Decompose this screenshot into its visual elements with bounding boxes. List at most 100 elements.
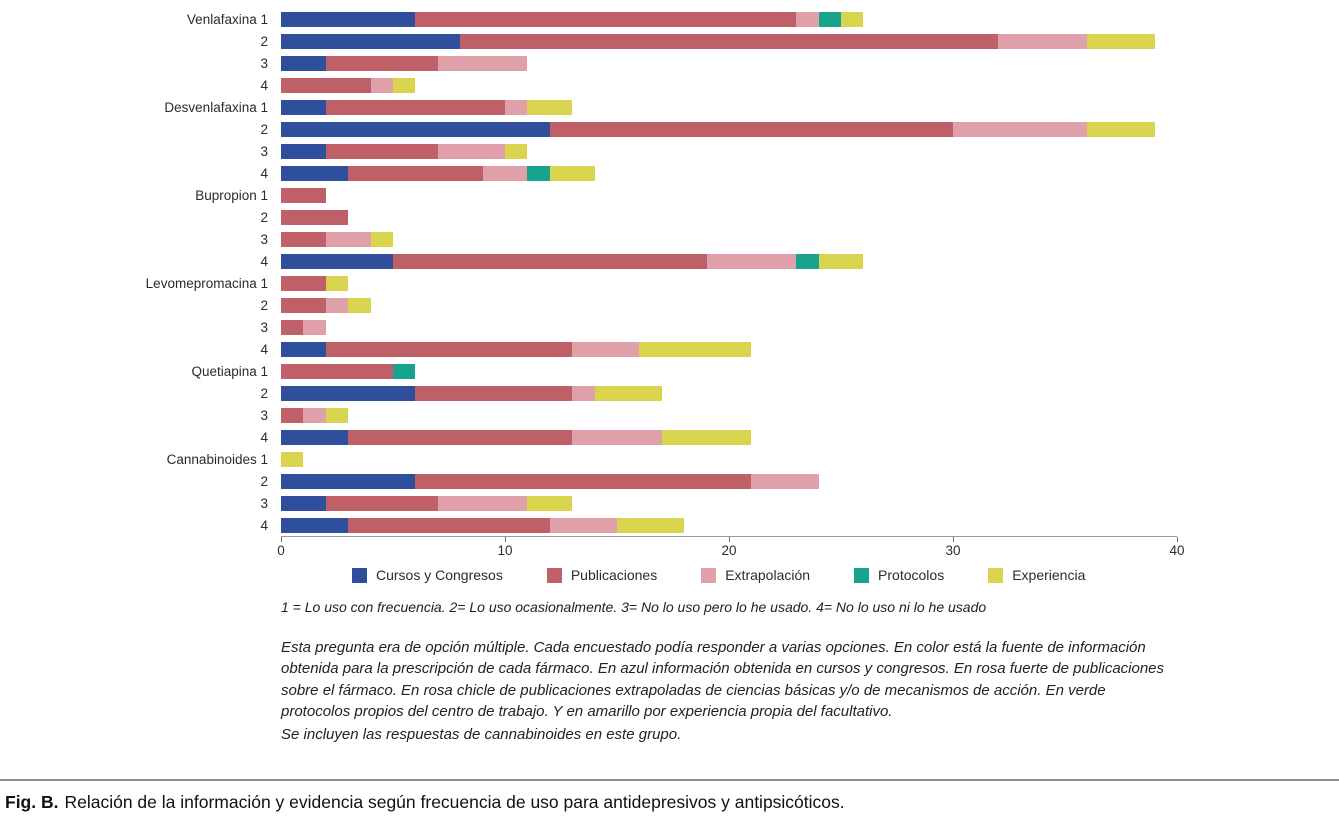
bar-track (281, 77, 1177, 93)
bar-segment (661, 429, 752, 445)
bar-track (281, 297, 1177, 313)
bar-track (281, 165, 1177, 181)
axis-tick-label: 30 (945, 543, 961, 558)
bar-segment (572, 341, 640, 357)
bar-segment (549, 121, 953, 137)
bar-segment (437, 495, 528, 511)
caption-divider (0, 779, 1339, 781)
bar-row: Venlafaxina 1 (0, 8, 1339, 30)
legend-label: Protocolos (878, 567, 945, 583)
bar-segment (818, 11, 841, 27)
bar-segment (281, 165, 349, 181)
bar-row: Cannabinoides 1 (0, 448, 1339, 470)
row-label: 4 (260, 341, 268, 357)
legend-swatch (988, 567, 1004, 583)
bar-segment (281, 77, 371, 93)
bar-segment (281, 297, 326, 313)
bar-track (281, 495, 1177, 511)
bar-track (281, 341, 1177, 357)
bar-segment (437, 143, 505, 159)
row-label: 4 (260, 253, 268, 269)
row-label: 2 (260, 297, 268, 313)
bar-segment (281, 341, 326, 357)
legend-label: Publicaciones (570, 567, 658, 583)
bar-row: 4 (0, 250, 1339, 272)
methods-note-main: Esta pregunta era de opción múltiple. Ca… (281, 639, 1165, 720)
bar-track (281, 319, 1177, 335)
bar-segment (348, 297, 371, 313)
bar-segment (796, 11, 819, 27)
bar-row: 3 (0, 316, 1339, 338)
bar-segment (460, 33, 998, 49)
legend-swatch (701, 567, 717, 583)
legend-item: Protocolos (854, 567, 944, 583)
bar-track (281, 143, 1177, 159)
figure-caption: Fig. B. Relación de la información y evid… (5, 792, 845, 813)
methods-note-secondary: Se incluyen las respuestas de cannabinoi… (281, 726, 682, 744)
bar-segment (348, 429, 573, 445)
bar-row: 4 (0, 514, 1339, 536)
axis-tick-label: 20 (721, 543, 737, 558)
axis-tick-label: 10 (497, 543, 513, 558)
bar-segment (325, 495, 438, 511)
row-label: 2 (260, 33, 268, 49)
bar-segment (281, 407, 304, 423)
axis-tick (1177, 537, 1178, 542)
bar-segment (325, 99, 505, 115)
bar-row: 3 (0, 52, 1339, 74)
bar-segment (325, 231, 371, 247)
bar-segment (840, 11, 864, 27)
bar-segment (527, 165, 550, 181)
bar-row: Desvenlafaxina 1 (0, 96, 1339, 118)
bar-segment (281, 143, 326, 159)
bar-segment (281, 385, 416, 401)
bar-track (281, 99, 1177, 115)
axis-tick-label: 40 (1169, 543, 1185, 558)
bar-row: 2 (0, 470, 1339, 492)
bar-segment (281, 517, 349, 533)
bar-segment (1087, 121, 1155, 137)
stacked-bar-chart: Venlafaxina 1 2 3 4 Desvenlafaxina 1 2 3 4 Bupro… (0, 8, 1339, 583)
bar-row: 2 (0, 206, 1339, 228)
figure-caption-label: Fig. B. (5, 792, 59, 812)
bar-segment (437, 55, 528, 71)
bar-segment (415, 385, 573, 401)
bar-segment (281, 209, 349, 225)
bar-segment (281, 429, 349, 445)
bar-track (281, 55, 1177, 71)
bar-segment (281, 275, 326, 291)
bar-track (281, 187, 1177, 203)
axis-tick (505, 537, 506, 542)
legend-swatch (854, 567, 870, 583)
row-label: 3 (260, 319, 268, 335)
bar-row: 2 (0, 382, 1339, 404)
bar-segment (616, 517, 685, 533)
bar-row: Levomepromacina 1 (0, 272, 1339, 294)
bar-segment (325, 275, 349, 291)
bar-track (281, 517, 1177, 533)
axis-tick (281, 537, 282, 542)
row-label: 3 (260, 407, 268, 423)
bar-row: 3 (0, 228, 1339, 250)
row-label: Quetiapina 1 (191, 363, 268, 379)
bar-track (281, 231, 1177, 247)
bar-segment (796, 253, 819, 269)
bar-segment (549, 165, 595, 181)
row-label: 4 (260, 77, 268, 93)
bar-segment (415, 11, 797, 27)
bar-segment (281, 473, 416, 489)
bar-row: Quetiapina 1 (0, 360, 1339, 382)
row-label: 4 (260, 429, 268, 445)
bar-track (281, 385, 1177, 401)
bar-segment (325, 55, 438, 71)
bar-segment (281, 451, 304, 467)
bar-segment (281, 121, 550, 137)
legend-swatch (546, 567, 562, 583)
figure-caption-text: Relación de la información y evidencia s… (64, 792, 845, 812)
bar-segment (281, 231, 326, 247)
bar-segment (303, 319, 326, 335)
row-label: 3 (260, 143, 268, 159)
bar-row: 2 (0, 118, 1339, 140)
bar-row: 3 (0, 140, 1339, 162)
